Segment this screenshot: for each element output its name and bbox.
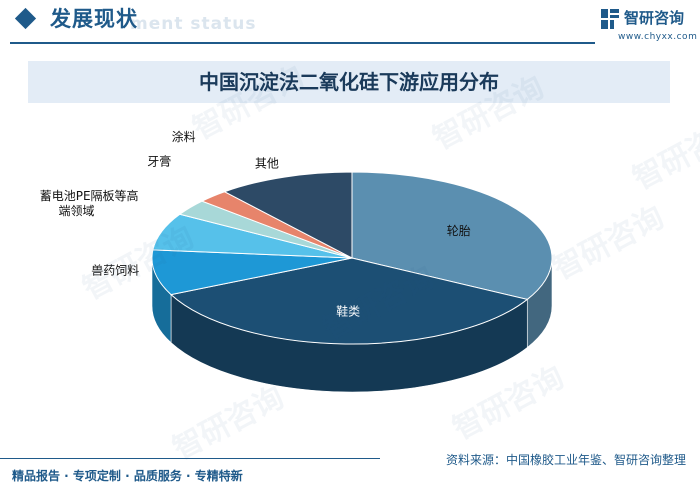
- header-divider: [10, 42, 595, 44]
- pie-label-5: 涂料: [172, 129, 196, 144]
- pie-label-1: 鞋类: [336, 303, 360, 318]
- brand-name: 智研咨询: [624, 9, 685, 27]
- chart-title-band: 中国沉淀法二氧化硅下游应用分布: [28, 61, 670, 103]
- pie-slice-1: [169, 257, 529, 345]
- chart-title: 中国沉淀法二氧化硅下游应用分布: [199, 70, 499, 94]
- footer-divider: [0, 458, 380, 459]
- brand-url: www.chyxx.com: [618, 32, 698, 42]
- source-note: 资料来源：中国橡胶工业年鉴、智研咨询整理: [445, 453, 686, 467]
- pie-top-faces: [151, 171, 553, 345]
- section-subtitle: ment status: [130, 14, 257, 34]
- footer: 精品报告 · 专项定制 · 品质服务 · 专精特新: [0, 458, 700, 490]
- pie-side-walls: [151, 257, 553, 393]
- pie-slice-0: [351, 171, 553, 300]
- pie-label-0: 轮胎: [447, 224, 471, 238]
- pie-label-6: 其他: [255, 156, 279, 170]
- section-title: 发展现状: [50, 7, 138, 31]
- section-header: ment status 发展现状 智研咨询 www.chyxx.com: [0, 0, 700, 50]
- pie-slice-6: [223, 171, 353, 259]
- footer-tagline: 精品报告 · 专项定制 · 品质服务 · 专精特新: [12, 469, 243, 483]
- brand-logo-icon: [601, 9, 619, 29]
- pie-label-3: 蓄电池PE隔板等高端领域: [40, 188, 139, 218]
- pie-slice-2: [151, 249, 353, 296]
- pie-label-4: 牙膏: [147, 153, 171, 168]
- pie-label-2: 兽药饲料: [91, 264, 139, 278]
